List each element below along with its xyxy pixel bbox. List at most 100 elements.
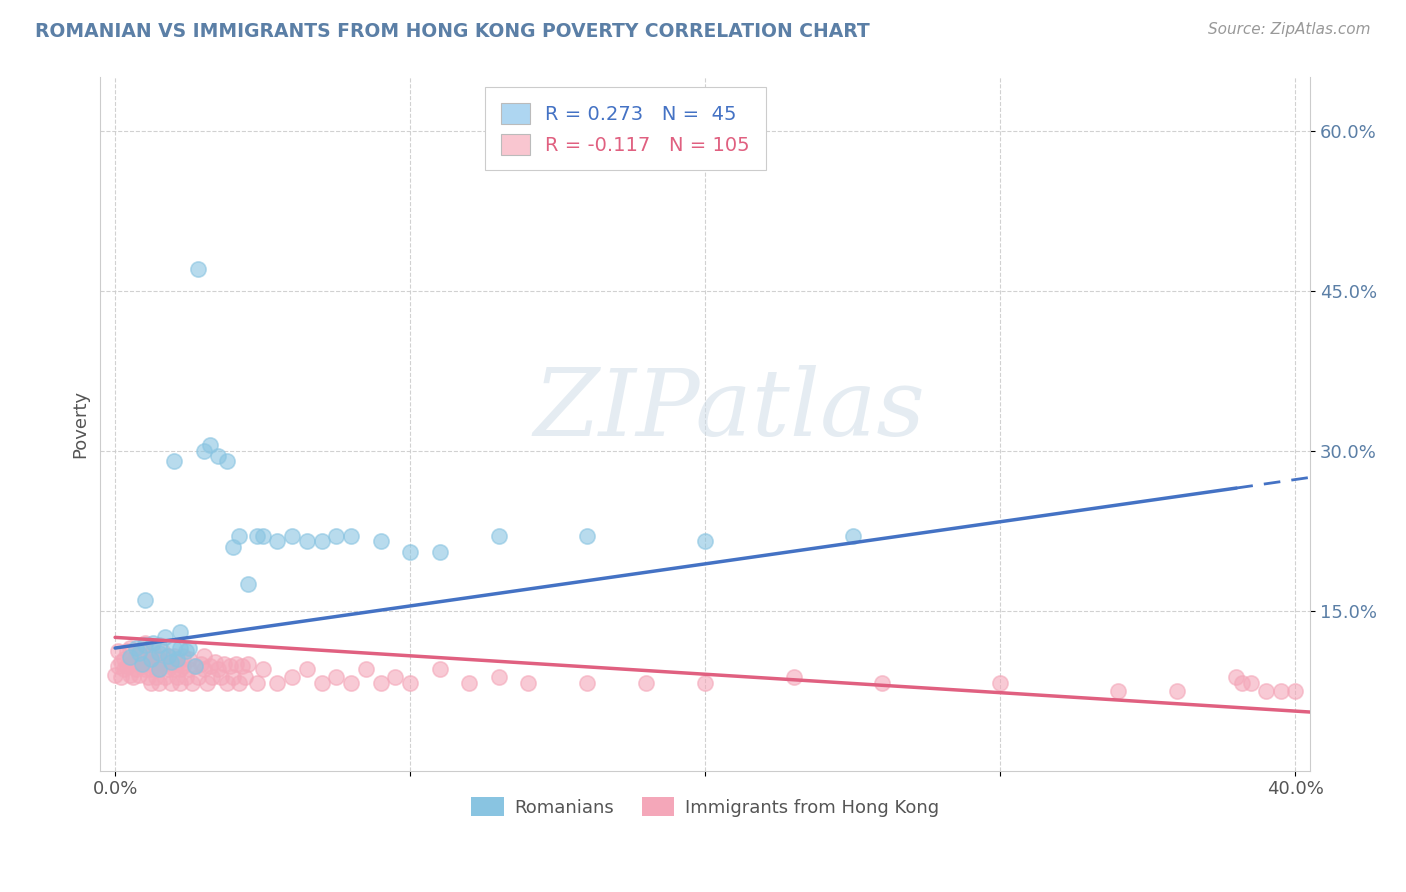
Point: [311, 534, 333, 549]
Point: [169, 676, 191, 690]
Text: Source: ZipAtlas.com: Source: ZipAtlas.com: [1208, 22, 1371, 37]
Text: ZIPatlas: ZIPatlas: [533, 365, 925, 455]
Point: [118, 657, 141, 671]
Point: [340, 529, 363, 543]
Point: [139, 651, 162, 665]
Point: [1240, 676, 1263, 690]
Point: [384, 670, 406, 684]
Point: [295, 534, 318, 549]
Point: [295, 662, 318, 676]
Point: [150, 657, 173, 671]
Point: [177, 651, 200, 665]
Point: [281, 670, 304, 684]
Point: [142, 636, 165, 650]
Point: [219, 659, 242, 673]
Point: [187, 262, 209, 277]
Point: [488, 529, 510, 543]
Point: [1107, 683, 1129, 698]
Point: [842, 529, 865, 543]
Point: [118, 667, 141, 681]
Point: [177, 641, 200, 656]
Point: [131, 659, 153, 673]
Point: [169, 662, 191, 676]
Point: [217, 454, 239, 468]
Point: [325, 670, 347, 684]
Point: [187, 670, 209, 684]
Point: [214, 657, 236, 671]
Point: [136, 670, 159, 684]
Point: [231, 659, 253, 673]
Point: [136, 655, 159, 669]
Point: [160, 657, 183, 671]
Point: [281, 529, 304, 543]
Point: [148, 646, 170, 660]
Point: [180, 676, 202, 690]
Point: [184, 659, 207, 673]
Point: [112, 651, 135, 665]
Point: [252, 662, 274, 676]
Point: [1166, 683, 1188, 698]
Point: [150, 644, 173, 658]
Point: [174, 644, 197, 658]
Point: [148, 662, 170, 676]
Point: [1270, 683, 1292, 698]
Point: [429, 662, 451, 676]
Point: [225, 657, 247, 671]
Point: [157, 648, 180, 663]
Point: [870, 676, 893, 690]
Point: [139, 676, 162, 690]
Point: [370, 534, 392, 549]
Point: [184, 659, 207, 673]
Point: [148, 638, 170, 652]
Point: [142, 644, 165, 658]
Point: [217, 676, 239, 690]
Point: [488, 670, 510, 684]
Point: [458, 676, 481, 690]
Point: [429, 545, 451, 559]
Point: [209, 670, 232, 684]
Point: [131, 657, 153, 671]
Point: [163, 641, 186, 656]
Point: [266, 534, 288, 549]
Point: [128, 646, 150, 660]
Point: [166, 670, 188, 684]
Point: [576, 676, 599, 690]
Point: [246, 676, 269, 690]
Point: [160, 655, 183, 669]
Point: [236, 577, 259, 591]
Point: [233, 670, 256, 684]
Point: [142, 659, 165, 673]
Point: [198, 438, 221, 452]
Point: [115, 644, 138, 658]
Point: [246, 529, 269, 543]
Point: [134, 662, 156, 676]
Point: [148, 662, 170, 676]
Point: [1284, 683, 1306, 698]
Point: [252, 529, 274, 543]
Point: [193, 648, 215, 663]
Point: [193, 443, 215, 458]
Point: [195, 676, 218, 690]
Point: [115, 659, 138, 673]
Point: [134, 648, 156, 663]
Point: [370, 676, 392, 690]
Point: [157, 648, 180, 663]
Point: [163, 648, 186, 663]
Point: [576, 529, 599, 543]
Text: ROMANIAN VS IMMIGRANTS FROM HONG KONG POVERTY CORRELATION CHART: ROMANIAN VS IMMIGRANTS FROM HONG KONG PO…: [35, 22, 870, 41]
Point: [128, 657, 150, 671]
Point: [695, 534, 717, 549]
Point: [118, 641, 141, 656]
Point: [204, 655, 226, 669]
Point: [190, 657, 212, 671]
Point: [222, 670, 245, 684]
Point: [198, 659, 221, 673]
Point: [155, 655, 177, 669]
Point: [160, 676, 183, 690]
Point: [169, 625, 191, 640]
Point: [104, 667, 127, 681]
Point: [177, 662, 200, 676]
Point: [222, 540, 245, 554]
Point: [201, 670, 224, 684]
Point: [166, 651, 188, 665]
